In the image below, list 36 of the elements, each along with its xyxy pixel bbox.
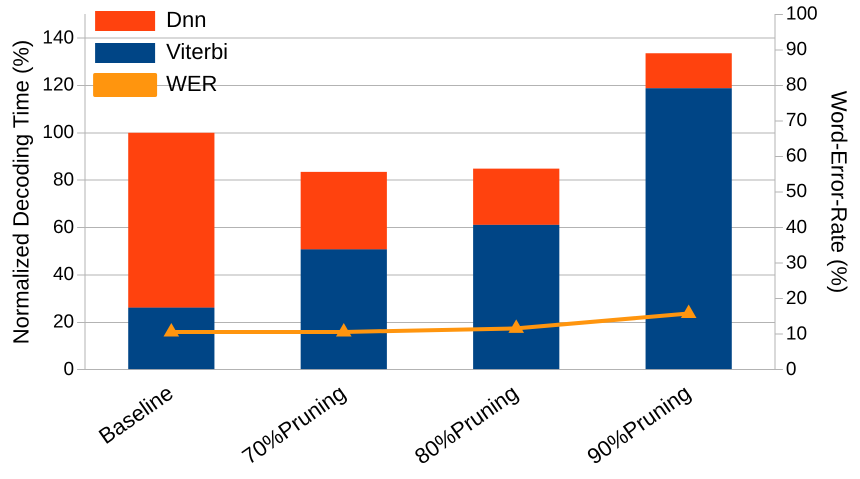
bar [128,132,214,308]
legend-label: Viterbi [166,39,228,64]
y2-tick-label: 30 [786,252,808,274]
y2-tick-label: 40 [786,216,808,238]
y-tick-label: 100 [42,122,74,144]
y2-tick-label: 0 [786,358,796,380]
legend-label: WER [166,71,218,96]
bar [300,172,387,250]
y-tick-label: 120 [42,74,74,96]
y2-tick-label: 90 [786,39,808,60]
point [164,322,180,336]
y2-tick-label: 60 [786,146,808,167]
point [680,304,696,318]
bar [300,249,387,370]
bar [473,224,560,370]
legend-label: Dnn [166,7,206,32]
y2-tick-label: 100 [786,4,818,25]
y-axis-title: Normalized Decoding Time (%) [8,40,34,344]
y2-tick-label: 80 [786,74,808,96]
bar [646,53,732,88]
y-tick-label: 60 [52,216,74,238]
bar [646,88,732,370]
y2-tick-label: 50 [786,181,808,202]
point [508,319,524,333]
y-tick-label: 40 [52,264,74,286]
y-tick-label: 0 [64,358,74,380]
y2-tick-label: 10 [786,323,808,344]
y-tick-label: 80 [52,169,74,190]
bar [128,308,214,370]
bar [473,168,560,225]
y2-axis-title: Word-Error-Rate (%) [826,90,852,294]
y2-tick-label: 20 [786,288,808,309]
y-tick-label: 140 [42,27,74,48]
y2-tick-label: 70 [786,110,808,132]
y-tick-label: 20 [52,311,74,332]
point [336,322,352,336]
